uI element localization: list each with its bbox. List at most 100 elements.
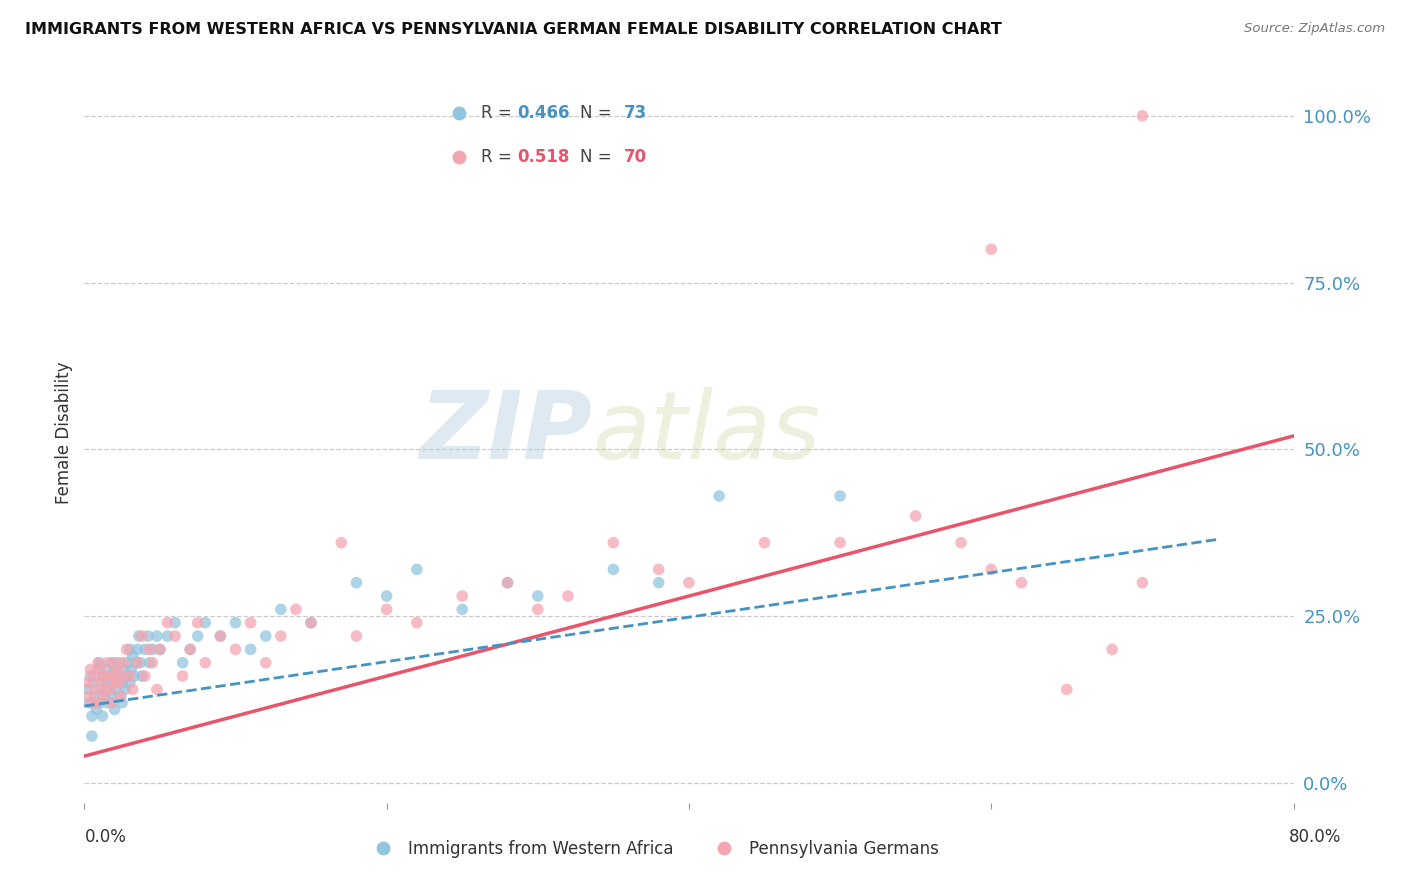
Point (89, 662, 111, 676)
Point (112, 662, 135, 676)
Point (131, 629, 153, 643)
Point (1056, 682, 1078, 697)
Point (285, 602, 308, 616)
Point (84, 689, 107, 703)
Point (141, 642, 163, 657)
Point (118, 675, 141, 690)
Point (299, 615, 322, 630)
Point (254, 656, 277, 670)
Point (904, 508, 927, 523)
Text: N =: N = (581, 103, 617, 121)
Point (97, 669, 120, 683)
Point (111, 669, 134, 683)
Point (187, 629, 209, 643)
Point (76, 682, 98, 697)
Text: 0.0%: 0.0% (84, 828, 127, 846)
Point (187, 615, 209, 630)
Point (118, 669, 141, 683)
Text: 73: 73 (624, 103, 647, 121)
Point (79, 669, 101, 683)
Point (100, 689, 122, 703)
Point (129, 656, 152, 670)
Point (134, 669, 156, 683)
Point (80, 729, 103, 743)
Point (648, 562, 671, 576)
Point (172, 656, 194, 670)
Point (138, 656, 160, 670)
Point (86, 696, 108, 710)
Text: Source: ZipAtlas.com: Source: ZipAtlas.com (1244, 22, 1385, 36)
Text: 0.466: 0.466 (517, 103, 569, 121)
Point (91, 689, 114, 703)
Point (86, 702, 108, 716)
Point (76, 675, 98, 690)
Point (101, 669, 124, 683)
Point (127, 642, 149, 657)
Point (91, 709, 114, 723)
Point (110, 689, 132, 703)
Point (209, 629, 232, 643)
Point (77, 689, 100, 703)
Point (179, 642, 201, 657)
Legend: Immigrants from Western Africa, Pennsylvania Germans: Immigrants from Western Africa, Pennsylv… (360, 833, 945, 865)
Text: ZIP: ZIP (419, 386, 592, 479)
Point (375, 589, 398, 603)
Point (950, 535, 973, 549)
Point (121, 648, 143, 663)
Point (90, 682, 112, 697)
Point (1101, 642, 1123, 657)
Point (406, 615, 429, 630)
Point (77, 696, 100, 710)
Point (270, 602, 292, 616)
Text: atlas: atlas (592, 387, 821, 478)
Point (602, 535, 624, 549)
Point (110, 689, 132, 703)
Point (111, 696, 134, 710)
Point (375, 602, 398, 616)
Point (496, 575, 519, 590)
Point (97, 682, 120, 697)
Point (127, 656, 149, 670)
Point (194, 656, 217, 670)
Point (90, 675, 112, 690)
Point (149, 642, 172, 657)
Point (754, 535, 776, 549)
Point (527, 589, 550, 603)
Point (107, 662, 129, 676)
Point (94, 675, 117, 690)
Point (96, 696, 118, 710)
Point (100, 656, 122, 670)
Point (330, 535, 353, 549)
Point (80, 709, 103, 723)
Point (82, 675, 104, 690)
Point (156, 615, 179, 630)
Point (709, 489, 731, 503)
Point (121, 682, 143, 697)
Point (557, 589, 579, 603)
Point (136, 629, 159, 643)
Point (105, 675, 128, 690)
Point (105, 682, 128, 697)
Point (108, 675, 131, 690)
Point (254, 629, 277, 643)
Point (830, 489, 852, 503)
Point (120, 662, 142, 676)
Point (93, 669, 115, 683)
Point (165, 629, 187, 643)
Point (80, 696, 103, 710)
Point (239, 615, 262, 630)
Text: 0.518: 0.518 (517, 148, 569, 166)
Text: 70: 70 (624, 148, 647, 166)
Point (172, 669, 194, 683)
Point (165, 615, 187, 630)
Point (98, 669, 121, 683)
Point (112, 656, 135, 670)
Point (527, 602, 550, 616)
Point (299, 615, 322, 630)
Point (1130, 109, 1153, 123)
Point (270, 629, 292, 643)
Point (104, 656, 127, 670)
Point (115, 642, 138, 657)
Point (79, 662, 101, 676)
Text: 80.0%: 80.0% (1288, 828, 1341, 846)
